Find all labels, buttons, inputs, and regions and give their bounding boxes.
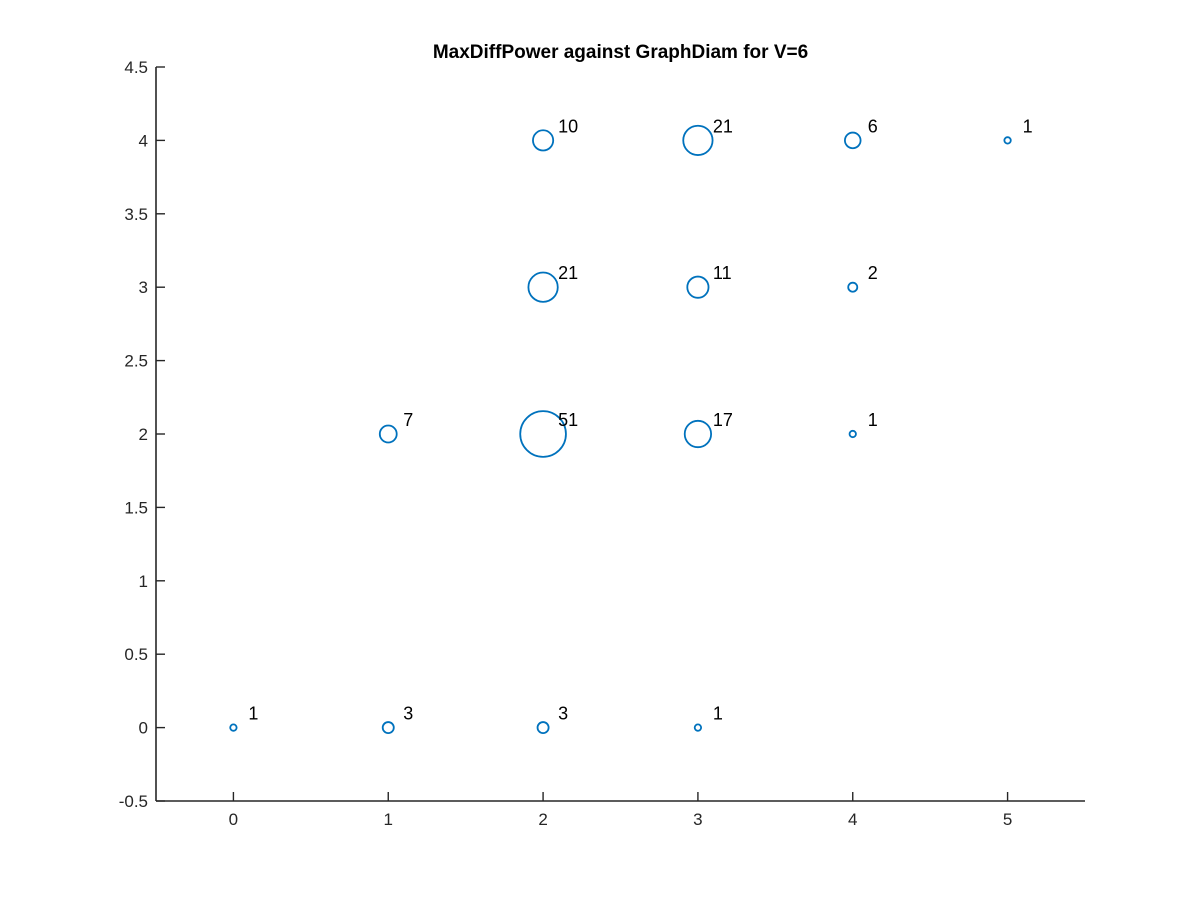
data-label: 3 xyxy=(558,704,568,724)
data-label: 10 xyxy=(558,116,578,136)
data-point xyxy=(536,721,550,735)
data-point xyxy=(682,124,714,156)
data-point xyxy=(683,419,713,449)
data-point xyxy=(686,275,710,299)
y-tick-label: 3 xyxy=(139,278,148,297)
y-tick-label: -0.5 xyxy=(119,792,148,811)
data-point xyxy=(519,410,567,458)
y-tick-label: 4 xyxy=(139,131,148,150)
y-tick-label: 1.5 xyxy=(124,498,148,517)
y-tick-label: 2 xyxy=(139,425,148,444)
y-tick-label: 2.5 xyxy=(124,352,148,371)
data-label: 7 xyxy=(403,410,413,430)
data-label: 17 xyxy=(713,410,733,430)
data-label: 11 xyxy=(713,263,732,283)
data-label: 21 xyxy=(713,116,733,136)
x-tick-label: 1 xyxy=(384,810,393,829)
y-tick-label: 3.5 xyxy=(124,205,148,224)
data-label: 1 xyxy=(713,704,723,724)
data-label: 1 xyxy=(1023,116,1033,136)
data-point xyxy=(229,723,238,732)
data-point xyxy=(378,424,398,444)
data-label: 6 xyxy=(868,116,878,136)
data-label: 1 xyxy=(868,410,878,430)
x-tick-label: 5 xyxy=(1003,810,1012,829)
data-point xyxy=(381,721,395,735)
data-label: 1 xyxy=(248,704,258,724)
y-tick-label: 4.5 xyxy=(124,58,148,77)
x-tick-label: 0 xyxy=(229,810,238,829)
data-label: 3 xyxy=(403,704,413,724)
data-label: 21 xyxy=(558,263,578,283)
x-tick-label: 4 xyxy=(848,810,857,829)
chart-title: MaxDiffPower against GraphDiam for V=6 xyxy=(433,42,808,63)
data-point xyxy=(532,129,555,152)
data-point xyxy=(693,723,703,732)
data-label: 2 xyxy=(868,263,878,283)
data-point xyxy=(848,429,857,439)
x-tick-label: 2 xyxy=(538,810,547,829)
axes: 0 1 2 3 4 5 -0.5 0 0.5 1 1.5 2 2.5 3 3.5 4 4.5 xyxy=(119,58,1085,829)
data-point xyxy=(847,281,859,293)
x-tick-label: 3 xyxy=(693,810,702,829)
data-point xyxy=(1003,136,1012,145)
data-label: 51 xyxy=(558,410,578,430)
data-labels: 1 3 3 17 51 17 121 11 210 21 6 1 xyxy=(248,116,1032,723)
data-point xyxy=(844,131,862,150)
y-tick-label: 1 xyxy=(139,572,148,591)
y-tick-label: 0.5 xyxy=(124,645,148,664)
data-points xyxy=(229,124,1012,735)
data-point xyxy=(527,271,559,303)
y-tick-label: 0 xyxy=(139,719,148,738)
